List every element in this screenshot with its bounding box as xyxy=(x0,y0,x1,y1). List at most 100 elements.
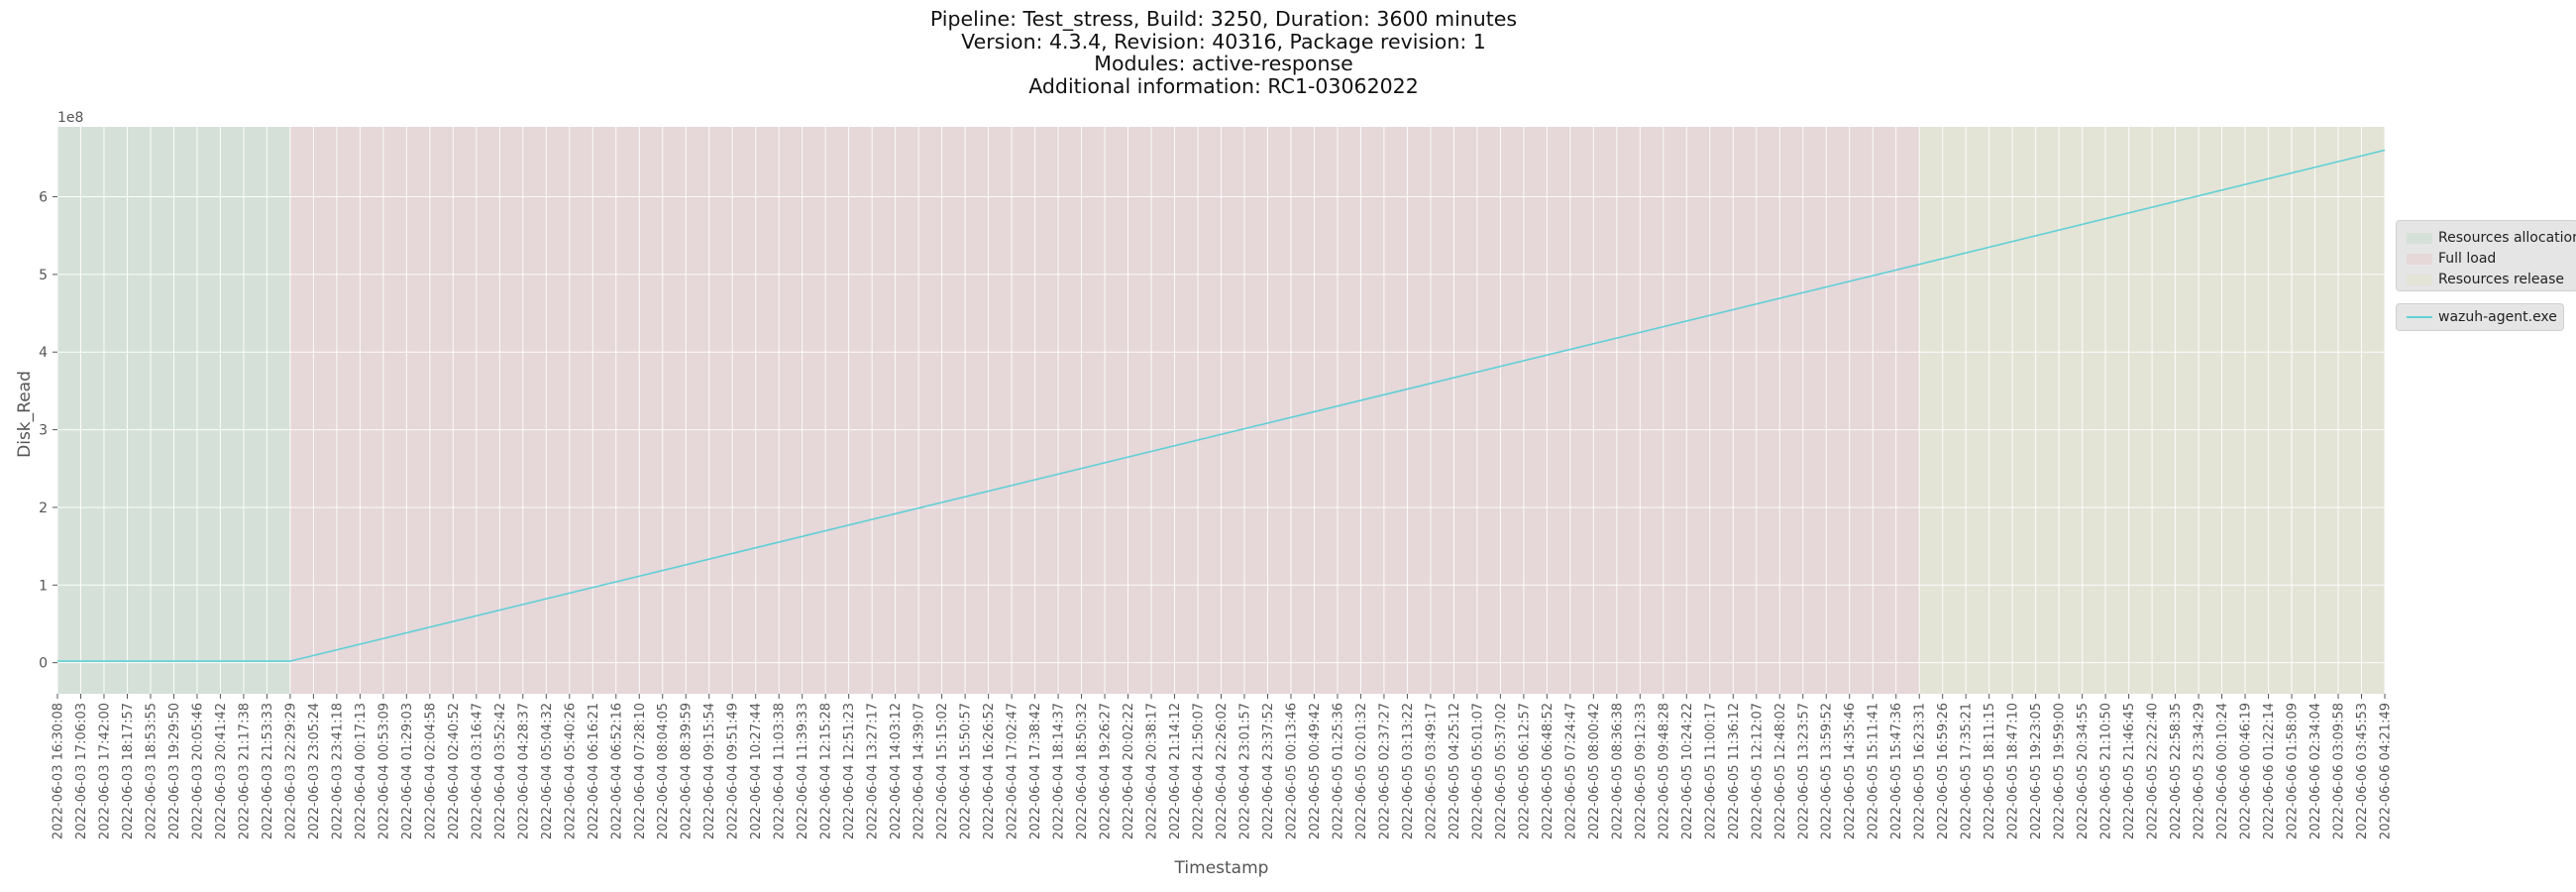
y-tick-label: 6 xyxy=(39,190,48,206)
legend-line-series xyxy=(2407,316,2432,318)
x-tick-label: 2022-06-05 07:24:47 xyxy=(1563,703,1578,839)
y-axis-label: Disk_Read xyxy=(15,371,35,458)
x-tick-label: 2022-06-04 11:39:33 xyxy=(796,703,810,839)
x-tick-label: 2022-06-03 23:05:24 xyxy=(307,703,322,839)
x-tick-label: 2022-06-06 03:45:53 xyxy=(2355,703,2370,839)
x-tick-label: 2022-06-03 22:29:29 xyxy=(283,703,298,839)
x-tick-label: 2022-06-05 03:49:17 xyxy=(1424,703,1439,839)
x-tick-label: 2022-06-04 05:40:26 xyxy=(563,703,578,839)
y-tick-label: 3 xyxy=(39,423,48,439)
x-axis-label: Timestamp xyxy=(1174,858,1269,878)
x-tick-label: 2022-06-05 22:22:40 xyxy=(2146,703,2161,839)
x-tick-label: 2022-06-04 17:02:47 xyxy=(1006,703,1020,839)
x-tick-label: 2022-06-05 14:35:46 xyxy=(1843,703,1858,839)
x-tick-label: 2022-06-05 06:48:52 xyxy=(1541,703,1556,839)
x-tick-label: 2022-06-03 17:06:03 xyxy=(74,703,89,839)
x-tick-label: 2022-06-04 11:03:38 xyxy=(773,703,788,839)
x-tick-label: 2022-06-06 00:46:19 xyxy=(2239,703,2254,839)
x-tick-label: 2022-06-05 03:13:22 xyxy=(1401,703,1416,839)
x-tick-label: 2022-06-04 10:27:44 xyxy=(749,703,764,839)
x-tick-label: 2022-06-03 23:41:18 xyxy=(330,703,345,839)
series-legend: wazuh-agent.exe xyxy=(2396,303,2564,331)
legend-swatch-allocation xyxy=(2407,233,2432,244)
x-tick-label: 2022-06-04 12:51:23 xyxy=(842,703,857,839)
x-tick-label: 2022-06-05 20:34:55 xyxy=(2076,703,2091,839)
x-tick-label: 2022-06-04 00:53:09 xyxy=(376,703,391,839)
x-tick-label: 2022-06-05 22:58:35 xyxy=(2169,703,2184,839)
x-tick-label: 2022-06-05 06:12:57 xyxy=(1517,703,1532,839)
x-tick-label: 2022-06-04 08:39:59 xyxy=(680,703,695,839)
x-axis-ticks: 2022-06-03 16:30:08 2022-06-03 17:06:03 20… xyxy=(52,694,2394,839)
x-tick-label: 2022-06-04 19:26:27 xyxy=(1099,703,1114,839)
x-tick-label: 2022-06-04 00:17:13 xyxy=(354,703,369,839)
x-tick-label: 2022-06-04 21:50:07 xyxy=(1192,703,1207,839)
chart-title-line-2: Version: 4.3.4, Revision: 40316, Package… xyxy=(961,29,1486,54)
x-tick-label: 2022-06-05 04:25:12 xyxy=(1448,703,1462,839)
x-tick-label: 2022-06-04 14:03:12 xyxy=(889,703,904,839)
x-tick-label: 2022-06-04 23:37:52 xyxy=(1261,703,1276,839)
x-tick-label: 2022-06-04 09:15:54 xyxy=(702,703,717,839)
x-tick-label: 2022-06-04 17:38:42 xyxy=(1028,703,1043,839)
x-tick-label: 2022-06-03 21:53:33 xyxy=(261,703,275,839)
x-tick-label: 2022-06-05 13:59:52 xyxy=(1820,703,1835,839)
x-tick-label: 2022-06-04 08:04:05 xyxy=(656,703,671,839)
x-tick-label: 2022-06-04 15:15:02 xyxy=(935,703,950,839)
x-tick-label: 2022-06-05 19:59:00 xyxy=(2053,703,2068,839)
y-tick-label: 2 xyxy=(39,501,48,516)
x-tick-label: 2022-06-03 19:29:50 xyxy=(167,703,182,839)
legend-label-release: Resources release xyxy=(2438,272,2564,287)
x-tick-label: 2022-06-06 01:58:09 xyxy=(2286,703,2301,839)
series-line-0 xyxy=(57,149,2386,662)
x-tick-label: 2022-06-05 15:11:41 xyxy=(1867,703,1881,839)
y-axis-ticks: 0 1 2 3 4 5 6 xyxy=(39,190,57,672)
x-tick-label: 2022-06-06 03:09:58 xyxy=(2332,703,2347,839)
x-tick-label: 2022-06-06 01:22:14 xyxy=(2262,703,2277,839)
x-tick-label: 2022-06-05 09:48:28 xyxy=(1657,703,1671,839)
x-tick-label: 2022-06-04 06:16:21 xyxy=(587,703,601,839)
legend-label-series: wazuh-agent.exe xyxy=(2438,309,2557,325)
x-tick-label: 2022-06-05 21:10:50 xyxy=(2099,703,2114,839)
chart-title-line-3: Modules: active-response xyxy=(1094,52,1353,75)
series-lines xyxy=(57,149,2386,662)
x-tick-label: 2022-06-05 18:47:10 xyxy=(2006,703,2021,839)
x-tick-label: 2022-06-06 04:21:49 xyxy=(2379,703,2394,839)
x-tick-label: 2022-06-05 05:37:02 xyxy=(1494,703,1509,839)
x-tick-label: 2022-06-05 16:59:26 xyxy=(1936,703,1951,839)
x-tick-label: 2022-06-05 15:47:36 xyxy=(1889,703,1904,839)
x-tick-label: 2022-06-04 16:26:52 xyxy=(982,703,997,839)
x-tick-label: 2022-06-05 18:11:15 xyxy=(1983,703,1997,839)
x-tick-label: 2022-06-04 18:14:37 xyxy=(1052,703,1067,839)
x-tick-label: 2022-06-05 09:12:33 xyxy=(1634,703,1649,839)
x-tick-label: 2022-06-05 05:01:07 xyxy=(1470,703,1485,839)
x-tick-label: 2022-06-05 12:12:07 xyxy=(1750,703,1765,839)
x-tick-label: 2022-06-04 21:14:12 xyxy=(1168,703,1183,839)
x-tick-label: 2022-06-04 07:28:10 xyxy=(633,703,648,839)
x-tick-label: 2022-06-04 14:39:07 xyxy=(912,703,927,839)
x-tick-label: 2022-06-04 01:29:03 xyxy=(400,703,415,839)
x-tick-label: 2022-06-05 01:25:36 xyxy=(1331,703,1345,839)
x-tick-label: 2022-06-04 02:40:52 xyxy=(447,703,462,839)
phase-legend: Resources allocation Full load Resources… xyxy=(2396,220,2576,291)
x-tick-label: 2022-06-04 23:01:57 xyxy=(1237,703,1252,839)
x-tick-label: 2022-06-05 08:00:42 xyxy=(1587,703,1602,839)
chart-title-line-4: Additional information: RC1-03062022 xyxy=(1028,73,1419,98)
x-tick-label: 2022-06-05 10:24:22 xyxy=(1680,703,1695,839)
x-tick-label: 2022-06-05 17:35:21 xyxy=(1960,703,1975,839)
x-tick-label: 2022-06-05 02:01:32 xyxy=(1354,703,1369,839)
x-tick-label: 2022-06-04 04:28:37 xyxy=(516,703,531,839)
legend-swatch-full-load xyxy=(2407,254,2432,265)
x-tick-label: 2022-06-03 16:30:08 xyxy=(52,703,66,839)
chart-title: Pipeline: Test_stress, Build: 3250, Dura… xyxy=(0,8,2447,97)
x-tick-label: 2022-06-05 19:23:05 xyxy=(2029,703,2044,839)
x-tick-label: 2022-06-04 03:52:42 xyxy=(493,703,508,839)
x-tick-label: 2022-06-04 22:26:02 xyxy=(1215,703,1230,839)
x-tick-label: 2022-06-04 20:38:17 xyxy=(1145,703,1160,839)
x-tick-label: 2022-06-05 00:49:42 xyxy=(1308,703,1323,839)
x-tick-label: 2022-06-04 15:50:57 xyxy=(959,703,974,839)
x-tick-label: 2022-06-04 09:51:49 xyxy=(726,703,741,839)
grid-lines xyxy=(56,127,2386,694)
legend-swatch-release xyxy=(2407,275,2432,285)
x-tick-label: 2022-06-05 11:00:17 xyxy=(1703,703,1718,839)
x-tick-label: 2022-06-05 16:23:31 xyxy=(1913,703,1928,839)
x-tick-label: 2022-06-05 13:23:57 xyxy=(1796,703,1811,839)
